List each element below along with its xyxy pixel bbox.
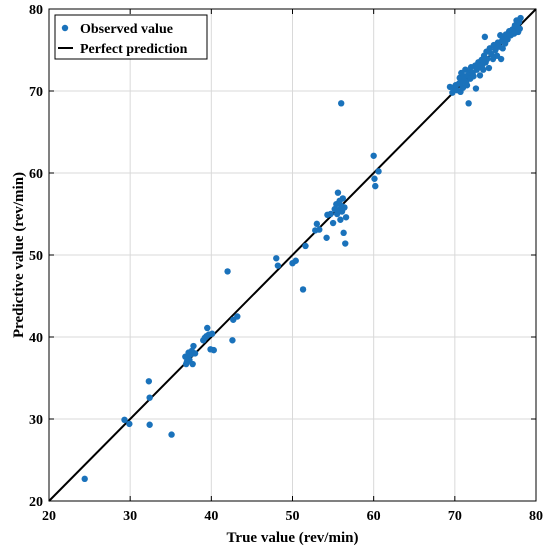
plot-frame [48, 8, 537, 502]
observed-point [497, 55, 505, 63]
observed-point [234, 313, 241, 320]
observed-point [370, 152, 377, 159]
legend-label-observed: Observed value [80, 22, 173, 37]
observed-point [126, 420, 133, 428]
observed-point [516, 25, 523, 32]
observed-point [204, 324, 211, 332]
observed-point [371, 175, 378, 182]
observed-point [342, 240, 349, 247]
observed-point [210, 346, 217, 354]
data-points [81, 14, 524, 483]
y-tick-label: 20 [29, 495, 43, 510]
observed-point [168, 431, 175, 438]
observed-point [208, 330, 216, 337]
y-tick-label: 60 [29, 167, 43, 182]
legend-marker-observed [61, 24, 69, 32]
x-axis-label: True value (rev/min) [227, 530, 359, 546]
observed-point [145, 378, 153, 385]
observed-point [499, 45, 506, 52]
x-tick-label: 80 [529, 509, 543, 524]
observed-point [121, 416, 128, 424]
observed-point [470, 73, 477, 80]
legend: Observed value Perfect prediction [54, 14, 208, 60]
x-tick-label: 50 [286, 509, 300, 524]
y-tick-label: 40 [29, 331, 43, 346]
observed-point [341, 204, 348, 211]
observed-point [302, 242, 309, 250]
observed-point [484, 55, 491, 63]
observed-point [274, 262, 282, 269]
observed-point [375, 168, 382, 175]
observed-point [81, 475, 88, 483]
observed-point [189, 360, 196, 368]
observed-point [316, 226, 323, 233]
observed-point [338, 100, 345, 107]
x-tick-label: 60 [367, 509, 381, 524]
observed-point [191, 350, 199, 357]
observed-point [480, 66, 487, 73]
observed-point [146, 394, 153, 401]
observed-point [372, 182, 379, 190]
x-tick-label: 70 [448, 509, 462, 524]
ticks: 20 30 40 50 60 70 80 20 30 40 50 60 70 80 [29, 3, 543, 524]
observed-point [229, 337, 236, 344]
observed-point [339, 195, 347, 202]
observed-point [323, 234, 330, 241]
x-tick-label: 30 [123, 509, 137, 524]
observed-point [481, 33, 489, 41]
x-tick-label: 20 [42, 509, 56, 524]
observed-point [485, 64, 493, 72]
observed-point [488, 50, 495, 58]
observed-point [465, 100, 472, 107]
observed-point [190, 342, 197, 350]
observed-point [299, 286, 307, 293]
observed-point [517, 14, 524, 22]
observed-point [334, 189, 342, 196]
y-tick-label: 70 [29, 85, 43, 100]
y-tick-label: 80 [29, 3, 43, 18]
observed-point [313, 220, 321, 228]
observed-point [327, 210, 334, 218]
legend-label-perfect: Perfect prediction [80, 42, 188, 57]
observed-point [292, 257, 299, 264]
y-axis-label: Predictive value (rev/min) [11, 172, 27, 338]
observed-point [472, 85, 480, 92]
observed-point [476, 72, 484, 79]
legend-box [54, 14, 208, 60]
x-tick-label: 40 [204, 509, 218, 524]
y-tick-label: 30 [29, 413, 43, 428]
observed-point [340, 229, 347, 237]
observed-point [273, 255, 280, 262]
observed-point [337, 216, 344, 223]
observed-point [146, 421, 153, 428]
y-tick-label: 50 [29, 249, 43, 264]
observed-point [463, 82, 471, 89]
observed-point [342, 214, 350, 221]
observed-point [329, 219, 337, 227]
observed-point [224, 268, 231, 275]
